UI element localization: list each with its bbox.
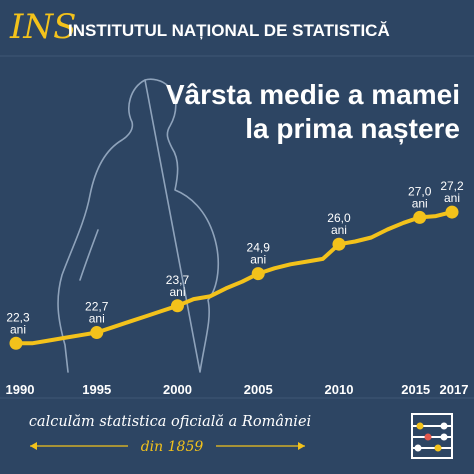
x-tick-2005: 2005: [244, 382, 273, 397]
ins-logo: INS: [9, 7, 76, 47]
value-label-1995: 22,7: [85, 300, 109, 314]
x-tick-2010: 2010: [325, 382, 354, 397]
value-label-2015: 27,0: [408, 184, 432, 198]
data-point-2017: [445, 205, 459, 219]
value-label-2010: 26,0: [327, 211, 351, 225]
chart-title-line1: Vârsta medie a mamei: [166, 79, 460, 110]
data-point-1995: [90, 326, 104, 340]
logo-text: INS: [9, 7, 76, 47]
chart-line-layer: [14, 210, 454, 346]
value-label-2017: 27,2: [440, 179, 464, 193]
abacus-icon: [411, 413, 453, 459]
pregnant-woman-silhouette: [57, 78, 220, 373]
x-tick-1995: 1995: [82, 382, 111, 397]
value-label-2005: 24,9: [247, 241, 271, 255]
data-point-2015: [413, 210, 427, 224]
data-point-2000: [170, 299, 184, 313]
unit-label-2005: ani: [250, 253, 266, 267]
unit-label-2017: ani: [444, 191, 460, 205]
x-axis-ticks: 1990 1995 2000 2005 2010 2015 2017: [6, 382, 469, 397]
data-point-2005: [251, 267, 265, 281]
data-point-2010: [332, 237, 346, 251]
unit-label-1990: ani: [10, 322, 26, 336]
chart-label-layer: 22,3ani22,7ani23,7ani24,9ani26,0ani27,0a…: [6, 179, 464, 336]
x-tick-2000: 2000: [163, 382, 192, 397]
value-label-1990: 22,3: [6, 310, 30, 324]
footer-founded-year: din 1859: [141, 439, 204, 455]
value-label-2000: 23,7: [166, 273, 190, 287]
footer-year-band: din 1859: [30, 437, 305, 455]
chart-title-line2: la prima naștere: [245, 113, 460, 144]
unit-label-1995: ani: [89, 312, 105, 326]
x-tick-2015: 2015: [401, 382, 430, 397]
unit-label-2015: ani: [412, 196, 428, 210]
footer-tagline: calculăm statistica oficială a României: [29, 414, 311, 430]
institution-title: INSTITUTUL NAȚIONAL DE STATISTICĂ: [68, 21, 390, 40]
x-tick-1990: 1990: [6, 382, 35, 397]
unit-label-2010: ani: [331, 223, 347, 237]
series-line: [14, 210, 454, 346]
x-tick-2017: 2017: [440, 382, 469, 397]
data-point-1990: [9, 336, 23, 350]
chart-point-layer: [9, 205, 459, 350]
unit-label-2000: ani: [169, 285, 185, 299]
